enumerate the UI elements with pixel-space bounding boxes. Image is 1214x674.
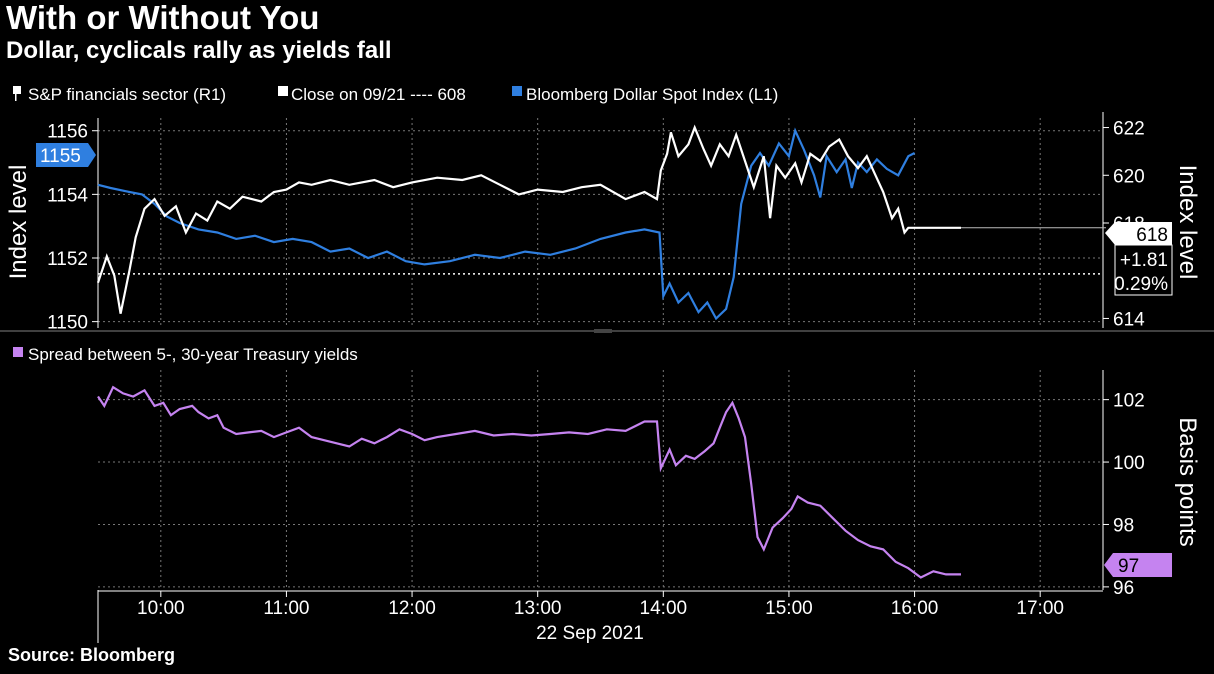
x-tick-label: 15:00 xyxy=(765,598,813,619)
series-line-dollar xyxy=(97,127,916,321)
axis-ticks: 10:00 11:00 12:00 13:00 14:00 15:00 16:00 17:00… xyxy=(47,119,1145,619)
right-tick-label: 622 xyxy=(1113,119,1145,140)
dollar-tag-value: 1155 xyxy=(40,146,81,167)
top-grid xyxy=(98,118,1103,328)
legend-label-financials: S&P financials sector (R1) xyxy=(28,85,226,104)
panel-divider-handle[interactable] xyxy=(594,329,612,333)
legend-swatch-spread xyxy=(13,347,23,357)
x-axis-title: 22 Sep 2021 xyxy=(536,623,644,644)
bottom-right-tick-label: 102 xyxy=(1113,391,1145,412)
legend-bottom: Spread between 5-, 30-year Treasury yiel… xyxy=(13,345,358,364)
spread-tag-value: 97 xyxy=(1118,556,1139,577)
bottom-right-tick-label: 98 xyxy=(1113,515,1134,536)
financials-tag-value: 618 xyxy=(1136,225,1168,246)
right-axis-title: Index level xyxy=(1174,165,1201,280)
chart-title: With or Without You xyxy=(6,0,320,36)
x-tick-label: 16:00 xyxy=(891,598,939,619)
right-tick-label: 614 xyxy=(1113,309,1145,330)
financials-change-box xyxy=(1114,244,1173,296)
x-tick-label: 14:00 xyxy=(640,598,688,619)
chart-subtitle: Dollar, cyclicals rally as yields fall xyxy=(6,37,392,64)
financials-change-value: +1.81 xyxy=(1120,250,1168,271)
x-tick-label: 10:00 xyxy=(137,598,185,619)
x-tick-label: 13:00 xyxy=(514,598,562,619)
x-tick-label: 11:00 xyxy=(263,598,309,619)
legend-label-close: Close on 09/21 ---- 608 xyxy=(291,85,466,104)
dollar-last-tag: 1155 xyxy=(36,143,96,167)
series-line-spread xyxy=(97,385,961,579)
legend-top: S&P financials sector (R1) Close on 09/2… xyxy=(13,85,778,104)
legend-label-dollar: Bloomberg Dollar Spot Index (L1) xyxy=(526,85,778,104)
financials-change-percent: 0.29% xyxy=(1114,274,1168,295)
source-note: Source: Bloomberg xyxy=(8,645,176,665)
dollar-tag-shape xyxy=(36,143,96,167)
left-tick-label: 1154 xyxy=(47,185,88,206)
left-tick-label: 1150 xyxy=(47,313,88,334)
financials-tag-shape xyxy=(1105,222,1172,245)
bottom-right-tick-label: 100 xyxy=(1113,453,1145,474)
bottom-right-axis-title: Basis points xyxy=(1174,417,1201,546)
legend-swatch-financials xyxy=(13,86,21,94)
x-tick-label: 12:00 xyxy=(388,598,436,619)
spread-last-tag: 97 xyxy=(1104,553,1172,577)
spread-tag-shape xyxy=(1104,553,1172,577)
series-line-financials xyxy=(96,124,961,314)
bottom-grid xyxy=(98,370,1103,590)
left-tick-label: 1156 xyxy=(47,122,88,143)
left-axis-title: Index level xyxy=(5,165,32,280)
bottom-right-tick-label: 96 xyxy=(1113,578,1134,599)
legend-swatch-financials-stem xyxy=(15,94,17,101)
legend-label-spread: Spread between 5-, 30-year Treasury yiel… xyxy=(28,345,358,364)
x-tick-label: 17:00 xyxy=(1016,598,1064,619)
left-tick-label: 1152 xyxy=(47,249,88,270)
legend-swatch-close xyxy=(278,86,288,96)
financials-last-tag: 618 +1.81 0.29% xyxy=(1105,222,1173,296)
right-tick-label: 620 xyxy=(1113,166,1145,187)
legend-swatch-dollar xyxy=(512,86,522,96)
